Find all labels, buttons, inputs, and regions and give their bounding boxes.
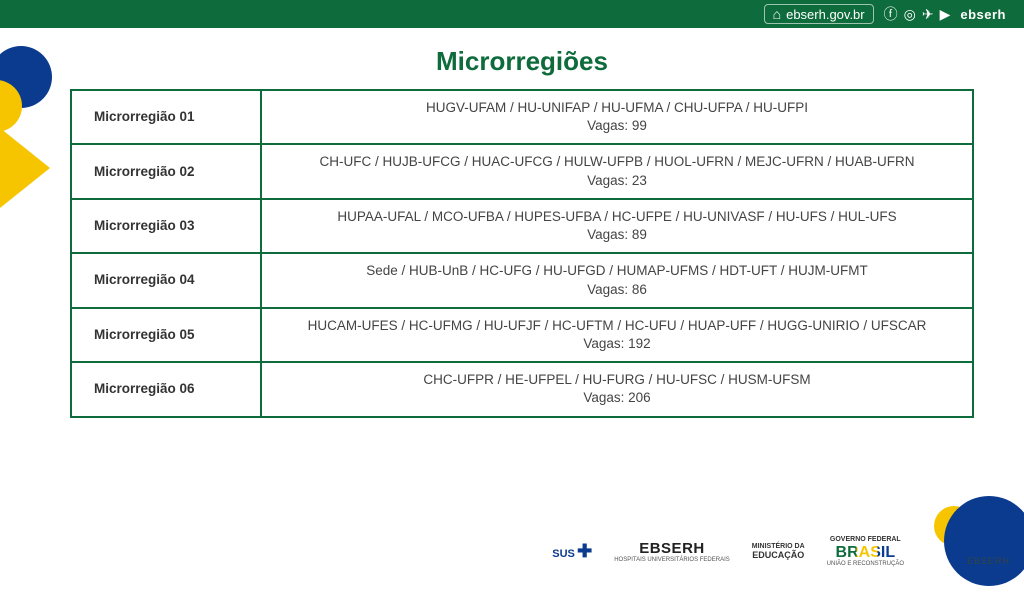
vagas-count: Vagas: 23	[272, 172, 962, 190]
vagas-count: Vagas: 89	[272, 226, 962, 244]
page-title: Microrregiões	[70, 46, 974, 77]
units-list: HUCAM-UFES / HC-UFMG / HU-UFJF / HC-UFTM…	[272, 317, 962, 335]
brand-label: ebserh	[960, 7, 1006, 22]
region-label: Microrregião 04	[71, 253, 261, 307]
site-url-chip[interactable]: ebserh.gov.br	[764, 4, 874, 24]
region-label: Microrregião 06	[71, 362, 261, 416]
instagram-icon[interactable]: ◎	[904, 6, 916, 23]
region-label: Microrregião 05	[71, 308, 261, 362]
social-icons: ⓕ ◎ ✈ ▶	[884, 4, 951, 24]
region-label: Microrregião 01	[71, 90, 261, 144]
vagas-count: Vagas: 206	[272, 389, 962, 407]
units-list: CH-UFC / HUJB-UFCG / HUAC-UFCG / HULW-UF…	[272, 153, 962, 171]
table-row: Microrregião 02 CH-UFC / HUJB-UFCG / HUAC…	[71, 144, 973, 198]
table-row: Microrregião 06 CHC-UFPR / HE-UFPEL / HU-…	[71, 362, 973, 416]
units-list: HUGV-UFAM / HU-UNIFAP / HU-UFMA / CHU-UF…	[272, 99, 962, 117]
footer-logos: SUS ✚ EBSERH HOSPITAIS UNIVERSITÁRIOS FE…	[552, 536, 904, 568]
decoration-bottom-right	[934, 486, 1024, 606]
vagas-count: Vagas: 192	[272, 335, 962, 353]
decoration-top-left	[0, 46, 60, 136]
sus-logo: SUS ✚	[552, 542, 592, 562]
table-row: Microrregião 01 HUGV-UFAM / HU-UNIFAP / H…	[71, 90, 973, 144]
gov-logo: GOVERNO FEDERAL BRASIL UNIÃO E RECONSTRU…	[827, 536, 904, 568]
units-list: Sede / HUB-UnB / HC-UFG / HU-UFGD / HUMA…	[272, 262, 962, 280]
microrregioes-table: Microrregião 01 HUGV-UFAM / HU-UNIFAP / H…	[70, 89, 974, 418]
ebserh-logo: EBSERH HOSPITAIS UNIVERSITÁRIOS FEDERAIS	[614, 541, 730, 564]
region-details: Sede / HUB-UnB / HC-UFG / HU-UFGD / HUMA…	[261, 253, 973, 307]
telegram-icon[interactable]: ✈	[922, 6, 934, 23]
region-label: Microrregião 03	[71, 199, 261, 253]
slide-content: Microrregiões Microrregião 01 HUGV-UFAM /…	[0, 28, 1024, 576]
top-bar: ebserh.gov.br ⓕ ◎ ✈ ▶ ebserh	[0, 0, 1024, 28]
region-details: CH-UFC / HUJB-UFCG / HUAC-UFCG / HULW-UF…	[261, 144, 973, 198]
region-details: HUGV-UFAM / HU-UNIFAP / HU-UFMA / CHU-UF…	[261, 90, 973, 144]
vagas-count: Vagas: 86	[272, 281, 962, 299]
youtube-icon[interactable]: ▶	[940, 6, 951, 23]
table-row: Microrregião 05 HUCAM-UFES / HC-UFMG / HU…	[71, 308, 973, 362]
vagas-count: Vagas: 99	[272, 117, 962, 135]
decoration-triangle-yellow	[0, 128, 50, 208]
region-details: HUPAA-UFAL / MCO-UFBA / HUPES-UFBA / HC-…	[261, 199, 973, 253]
facebook-icon[interactable]: ⓕ	[884, 4, 898, 24]
region-details: HUCAM-UFES / HC-UFMG / HU-UFJF / HC-UFTM…	[261, 308, 973, 362]
home-icon	[773, 6, 781, 22]
site-url: ebserh.gov.br	[786, 7, 865, 22]
region-details: CHC-UFPR / HE-UFPEL / HU-FURG / HU-UFSC …	[261, 362, 973, 416]
table-row: Microrregião 03 HUPAA-UFAL / MCO-UFBA / H…	[71, 199, 973, 253]
units-list: CHC-UFPR / HE-UFPEL / HU-FURG / HU-UFSC …	[272, 371, 962, 389]
units-list: HUPAA-UFAL / MCO-UFBA / HUPES-UFBA / HC-…	[272, 208, 962, 226]
region-label: Microrregião 02	[71, 144, 261, 198]
table-row: Microrregião 04 Sede / HUB-UnB / HC-UFG /…	[71, 253, 973, 307]
mec-logo: MINISTÉRIO DA EDUCAÇÃO	[752, 543, 805, 561]
watermark: EBSERH	[967, 556, 1010, 566]
